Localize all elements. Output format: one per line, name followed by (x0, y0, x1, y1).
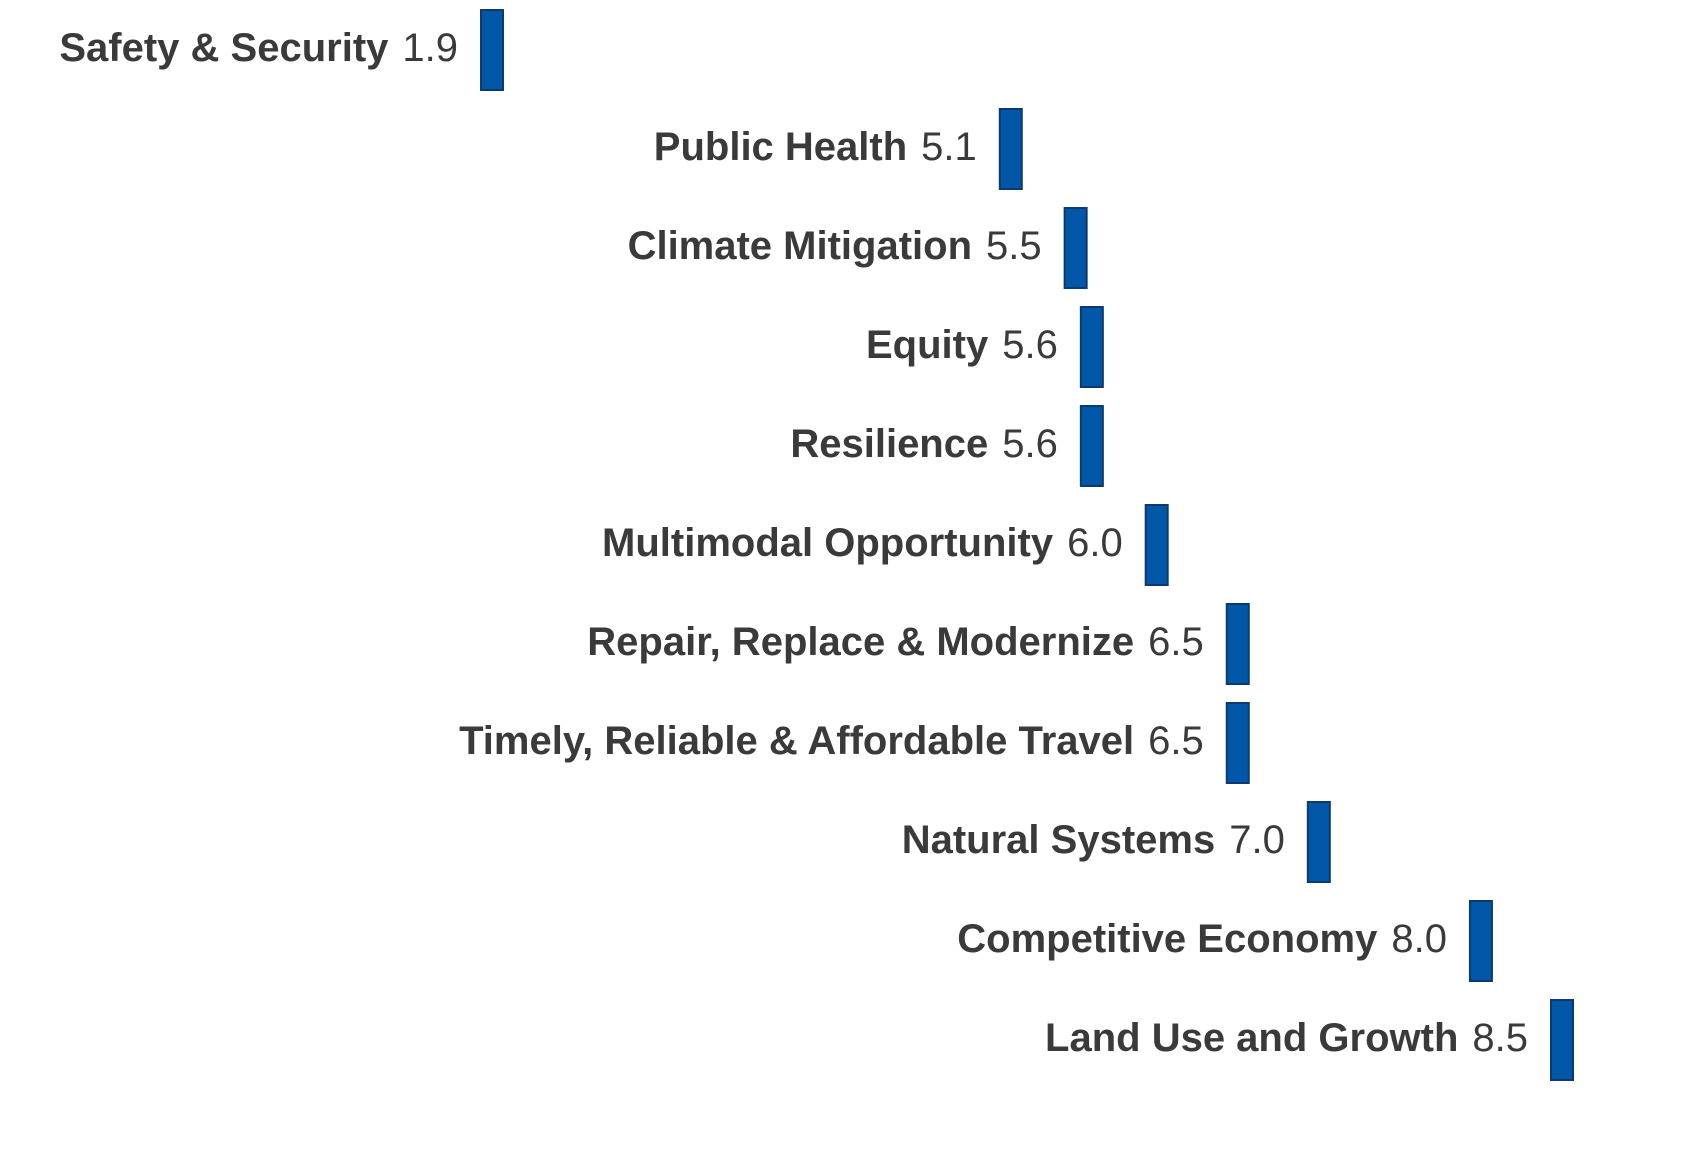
bar (1144, 504, 1169, 586)
bar (1063, 207, 1088, 289)
bar (1225, 702, 1250, 784)
category-label: Safety & Security (59, 26, 389, 70)
category-label: Land Use and Growth (1045, 1016, 1458, 1060)
category-label: Climate Mitigation (628, 224, 972, 268)
bar (1225, 603, 1250, 685)
bar-label: Repair, Replace & Modernize 6.5 (587, 620, 1203, 664)
value-label: 5.6 (1002, 323, 1058, 367)
value-label: 8.5 (1472, 1016, 1528, 1060)
bar-label: Safety & Security 1.9 (59, 26, 458, 70)
bar-label: Public Health 5.1 (654, 125, 977, 169)
bar (1306, 801, 1331, 883)
bar (1550, 999, 1574, 1081)
category-label: Equity (866, 323, 989, 367)
value-label: 5.5 (986, 224, 1042, 268)
bar-label: Competitive Economy 8.0 (957, 917, 1447, 961)
value-label: 6.0 (1067, 521, 1123, 565)
bar-label: Climate Mitigation 5.5 (628, 224, 1042, 268)
bar-label: Land Use and Growth 8.5 (1045, 1016, 1528, 1060)
value-label: 7.0 (1229, 818, 1285, 862)
category-label: Natural Systems (902, 818, 1215, 862)
bar (480, 9, 504, 91)
category-label: Resilience (790, 422, 988, 466)
category-label: Multimodal Opportunity (602, 521, 1054, 565)
bar-label: Timely, Reliable & Affordable Travel 6.5 (459, 719, 1204, 763)
value-label: 6.5 (1148, 719, 1204, 763)
category-label: Public Health (654, 125, 907, 169)
bar-label: Equity 5.6 (866, 323, 1058, 367)
value-label: 6.5 (1148, 620, 1204, 664)
value-label: 5.1 (921, 125, 977, 169)
bar (998, 108, 1023, 190)
value-label: 8.0 (1391, 917, 1447, 961)
category-label: Competitive Economy (957, 917, 1378, 961)
bar (1468, 900, 1493, 982)
bar (1079, 405, 1104, 487)
bar (1079, 306, 1104, 388)
bar-label: Natural Systems 7.0 (902, 818, 1285, 862)
bar-label: Resilience 5.6 (790, 422, 1058, 466)
bar-label: Multimodal Opportunity 6.0 (602, 521, 1123, 565)
value-label: 5.6 (1002, 422, 1058, 466)
category-label: Timely, Reliable & Affordable Travel (459, 719, 1134, 763)
category-label: Repair, Replace & Modernize (587, 620, 1134, 664)
value-label: 1.9 (402, 26, 458, 70)
